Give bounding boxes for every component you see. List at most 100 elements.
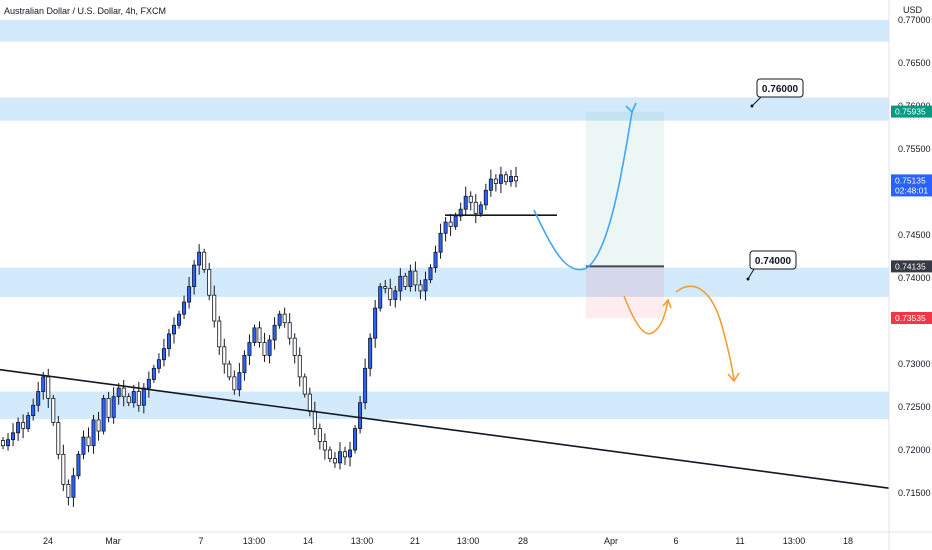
- candle[interactable]: [227, 360, 232, 381]
- candle[interactable]: [252, 324, 257, 346]
- candle[interactable]: [277, 310, 282, 329]
- candle[interactable]: [217, 316, 222, 355]
- candle[interactable]: [242, 350, 247, 381]
- candle[interactable]: [478, 201, 483, 217]
- candle[interactable]: [403, 272, 408, 291]
- candle[interactable]: [192, 260, 197, 295]
- candle[interactable]: [66, 479, 71, 506]
- time-axis[interactable]: 24 Mar 7 13:00 14 13:00 21 13:00 28 Apr 6 11 13:00 18: [43, 536, 853, 546]
- candle[interactable]: [393, 285, 398, 308]
- price-tag[interactable]: [891, 174, 932, 197]
- candle[interactable]: [508, 169, 513, 187]
- candle[interactable]: [262, 332, 267, 362]
- candle[interactable]: [51, 394, 56, 426]
- candle[interactable]: [71, 467, 76, 507]
- candle[interactable]: [388, 278, 393, 307]
- candle[interactable]: [6, 433, 11, 451]
- candle[interactable]: [418, 279, 423, 299]
- candle[interactable]: [413, 261, 418, 292]
- candle[interactable]: [423, 271, 428, 301]
- candle[interactable]: [498, 166, 503, 194]
- candle[interactable]: [222, 338, 227, 374]
- stop-zone[interactable]: [586, 266, 664, 318]
- candle[interactable]: [448, 214, 453, 237]
- candle[interactable]: [458, 202, 463, 222]
- candle[interactable]: [332, 452, 337, 468]
- price-tag[interactable]: [891, 260, 932, 273]
- target-zone[interactable]: [586, 111, 664, 267]
- candle[interactable]: [443, 217, 448, 242]
- candle[interactable]: [342, 446, 347, 465]
- candle[interactable]: [337, 442, 342, 470]
- candle[interactable]: [86, 427, 91, 453]
- candle[interactable]: [202, 248, 207, 273]
- candle[interactable]: [91, 414, 96, 454]
- candle[interactable]: [212, 285, 217, 328]
- candle[interactable]: [11, 423, 16, 447]
- candle[interactable]: [207, 262, 212, 301]
- candle[interactable]: [483, 183, 488, 210]
- candle[interactable]: [56, 415, 61, 460]
- candle[interactable]: [21, 414, 26, 439]
- candle[interactable]: [493, 174, 498, 192]
- price-tag[interactable]: [891, 105, 932, 118]
- note-box[interactable]: [749, 250, 797, 270]
- candle[interactable]: [327, 446, 332, 463]
- candle[interactable]: [131, 384, 136, 408]
- candle[interactable]: [121, 379, 126, 407]
- candle[interactable]: [61, 444, 66, 491]
- candle[interactable]: [106, 391, 111, 423]
- candle[interactable]: [287, 313, 292, 345]
- candle[interactable]: [16, 417, 21, 441]
- candle[interactable]: [348, 441, 353, 467]
- candle[interactable]: [514, 166, 519, 188]
- candle[interactable]: [111, 387, 116, 424]
- candle[interactable]: [368, 333, 373, 377]
- candle[interactable]: [378, 283, 383, 312]
- candle[interactable]: [26, 412, 31, 432]
- candle[interactable]: [177, 310, 182, 329]
- candle[interactable]: [428, 264, 433, 284]
- candle[interactable]: [257, 321, 262, 348]
- candle[interactable]: [383, 280, 388, 294]
- candle[interactable]: [297, 347, 302, 387]
- candle[interactable]: [317, 423, 322, 450]
- candle[interactable]: [463, 186, 468, 216]
- candle[interactable]: [468, 191, 473, 211]
- candle[interactable]: [156, 353, 161, 374]
- candle[interactable]: [197, 244, 202, 275]
- candle[interactable]: [96, 411, 101, 441]
- candle[interactable]: [272, 317, 277, 350]
- candle[interactable]: [41, 371, 46, 400]
- candle[interactable]: [182, 295, 187, 320]
- candle[interactable]: [151, 364, 156, 383]
- candle[interactable]: [358, 396, 363, 434]
- candle[interactable]: [101, 394, 106, 435]
- candle[interactable]: [161, 338, 166, 367]
- candle[interactable]: [237, 362, 242, 397]
- candle[interactable]: [488, 169, 493, 197]
- candle[interactable]: [433, 245, 438, 273]
- candle[interactable]: [353, 425, 358, 454]
- candle[interactable]: [116, 383, 121, 405]
- candle[interactable]: [408, 264, 413, 292]
- trendline[interactable]: [0, 368, 890, 489]
- candle[interactable]: [322, 433, 327, 460]
- candle[interactable]: [166, 328, 171, 357]
- bearish-bounce-arrow[interactable]: [623, 295, 669, 335]
- candle[interactable]: [438, 223, 443, 259]
- bullish-projection-arrow[interactable]: [533, 111, 633, 271]
- candle[interactable]: [76, 450, 81, 480]
- candle[interactable]: [36, 381, 41, 412]
- candle[interactable]: [503, 171, 508, 186]
- candle[interactable]: [247, 334, 252, 366]
- candle[interactable]: [473, 194, 478, 224]
- candle[interactable]: [81, 430, 86, 460]
- candle[interactable]: [302, 373, 307, 398]
- plot-area[interactable]: [0, 0, 889, 532]
- candle[interactable]: [126, 393, 131, 407]
- candle[interactable]: [187, 276, 192, 309]
- candle[interactable]: [267, 334, 272, 364]
- candle[interactable]: [146, 371, 151, 398]
